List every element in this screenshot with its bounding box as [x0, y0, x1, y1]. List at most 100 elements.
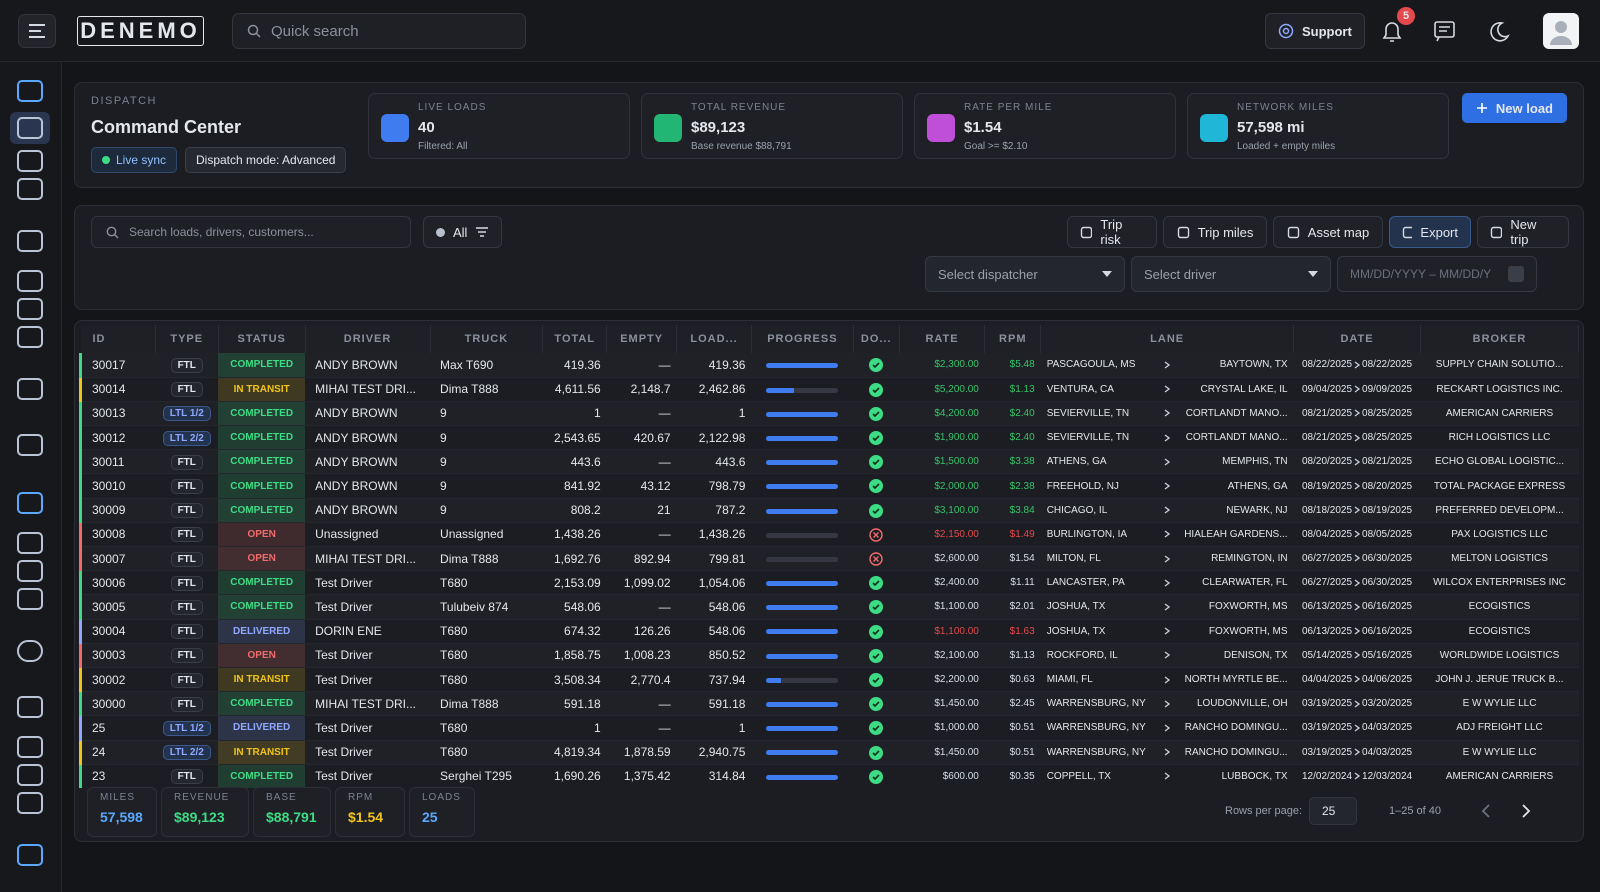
broker: PREFERRED DEVELOPM... — [1435, 504, 1564, 516]
rate-cell: $1,100.00 — [899, 594, 985, 620]
status-cell: DELIVERED — [218, 715, 306, 741]
rpm-cell: $1.13 — [984, 377, 1041, 402]
load-row[interactable]: 30012 LTL 2/2 COMPLETED ANDY BROWN 9 2,543.65… — [79, 425, 1579, 451]
load-row[interactable]: 30013 LTL 1/2 COMPLETED ANDY BROWN 9 1 — 1 $4,20… — [79, 401, 1579, 427]
nav-icon[interactable] — [17, 230, 43, 252]
nav-icon[interactable] — [17, 844, 43, 866]
chevron-path — [1164, 434, 1171, 442]
avatar[interactable] — [1543, 13, 1579, 49]
messages-button[interactable] — [1432, 19, 1458, 45]
select[interactable]: Select dispatcher — [925, 256, 1125, 292]
action-button[interactable]: New trip — [1477, 216, 1569, 248]
end-date: 08/21/2025 — [1362, 456, 1413, 468]
load-row[interactable]: 30017 FTL COMPLETED ANDY BROWN Max T690 419.3… — [79, 353, 1579, 378]
check — [872, 580, 880, 587]
new-load-button[interactable]: New load — [1461, 93, 1567, 123]
docs-cell — [853, 715, 900, 741]
action-button[interactable]: Asset map — [1273, 216, 1383, 248]
chevron — [1164, 675, 1171, 684]
driver: DORIN ENE — [315, 624, 382, 639]
nav-icon[interactable] — [17, 792, 43, 814]
column-header: LOAD... — [676, 325, 752, 353]
nav-icon[interactable] — [17, 492, 43, 514]
prev-page[interactable] — [1477, 801, 1495, 821]
progress-track — [766, 484, 839, 490]
load-row[interactable]: 30006 FTL COMPLETED Test Driver T680 2,153.09… — [79, 570, 1579, 596]
action-button[interactable]: Trip risk — [1067, 216, 1157, 248]
footer-stat: BASE $88,791 — [253, 787, 331, 837]
total-cell: 3,508.34 — [542, 667, 607, 693]
start-date: 05/14/2025 — [1301, 649, 1353, 661]
support-button[interactable]: Support — [1265, 13, 1365, 49]
logo[interactable]: DENEMO — [77, 16, 204, 46]
load-row[interactable]: 30002 FTL IN TRANSIT Test Driver T680 3,508.3… — [79, 667, 1579, 693]
action-button[interactable]: Export — [1389, 216, 1471, 248]
chevron — [1164, 603, 1171, 611]
nav-icon[interactable] — [17, 298, 43, 320]
select[interactable]: Select driver — [1131, 256, 1331, 292]
column-header: LANE — [1040, 325, 1295, 353]
check — [872, 725, 880, 732]
load-row[interactable]: 30003 FTL OPEN Test Driver T680 1,858.75 1,008… — [79, 643, 1579, 668]
mode-badge[interactable]: Dispatch mode: Advanced — [185, 147, 347, 173]
load-row[interactable]: 30014 FTL IN TRANSIT MIHAI TEST DRI... Dima … — [79, 377, 1579, 402]
nav-icon[interactable] — [17, 326, 43, 348]
lane-cell: COPPELL, TX LUBBOCK, TX — [1040, 764, 1294, 788]
load-row[interactable]: 30007 FTL OPEN MIHAI TEST DRI... Dima T888 1,… — [79, 546, 1579, 572]
rpm-cell: $2.40 — [984, 401, 1041, 427]
stat-label: RPM — [348, 792, 374, 803]
rate: $3,100.00 — [934, 504, 979, 516]
nav-icon[interactable] — [17, 378, 43, 400]
load-row[interactable]: 30011 FTL COMPLETED ANDY BROWN 9 443.6 — 443.6 $… — [79, 449, 1579, 475]
nav-icon[interactable] — [17, 178, 43, 200]
end-date: 04/06/2025 — [1362, 674, 1413, 686]
rows-per-page-select[interactable]: 25 — [1309, 797, 1357, 825]
load-row[interactable]: 30009 FTL COMPLETED ANDY BROWN 9 808.2 21 787.2… — [79, 498, 1579, 523]
nav-icon[interactable] — [17, 696, 43, 718]
nav-icon[interactable] — [17, 560, 43, 582]
nav-icon[interactable] — [17, 150, 43, 172]
chevron-path — [1354, 361, 1361, 369]
top-bar: DENEMO Quick search Support 5 — [0, 0, 1600, 62]
load-row[interactable]: 30005 FTL COMPLETED Test Driver Tulubeiv 874… — [79, 594, 1579, 620]
date-range[interactable]: MM/DD/YYYY – MM/DD/Y — [1337, 256, 1537, 292]
lane: MIAMI, FL NORTH MYRTLE BE... — [1047, 674, 1288, 685]
theme-toggle[interactable] — [1485, 19, 1511, 45]
load-row[interactable]: 30010 FTL COMPLETED ANDY BROWN 9 841.92 43.12 7… — [79, 473, 1579, 499]
load-row[interactable]: 24 LTL 2/2 IN TRANSIT Test Driver T680 4,819.… — [79, 740, 1579, 765]
origin: FREEHOLD, NJ — [1046, 480, 1119, 492]
progress-cell — [751, 667, 854, 693]
quick-search[interactable]: Quick search — [232, 13, 526, 49]
destination: CRYSTAL LAKE, IL — [1200, 383, 1288, 395]
date-cell: 06/13/2025 06/16/2025 — [1293, 594, 1421, 620]
nav-icon[interactable] — [17, 736, 43, 758]
nav-icon[interactable] — [17, 764, 43, 786]
calendar-icon — [1508, 266, 1524, 282]
nav-icon[interactable] — [17, 532, 43, 554]
kpi-note: Base revenue $88,791 — [691, 141, 792, 152]
table-search[interactable]: Search loads, drivers, customers... — [91, 216, 411, 248]
date-cell: 03/19/2025 03/20/2025 — [1293, 691, 1421, 717]
load-id: 30007 — [92, 551, 126, 566]
menu-button[interactable] — [18, 14, 56, 48]
load-row[interactable]: 30000 FTL COMPLETED MIHAI TEST DRI... Dima T… — [79, 691, 1579, 717]
quick-search-placeholder: Quick search — [271, 22, 359, 40]
load-row[interactable]: 30008 FTL OPEN Unassigned Unassigned 1,438.26… — [79, 522, 1579, 548]
nav-icon[interactable] — [17, 117, 43, 139]
status-filter[interactable]: All — [423, 216, 503, 248]
next-page[interactable] — [1517, 801, 1535, 821]
nav-icon[interactable] — [17, 80, 43, 102]
nav-icon[interactable] — [17, 640, 43, 662]
load-row[interactable]: 30004 FTL DELIVERED DORIN ENE T680 674.32 126.… — [79, 619, 1579, 644]
action-button[interactable]: Trip miles — [1163, 216, 1267, 248]
type-cell: FTL — [155, 546, 219, 572]
nav-icon[interactable] — [17, 270, 43, 292]
nav-icon[interactable] — [17, 588, 43, 610]
notifications-button[interactable] — [1378, 18, 1406, 46]
load-row[interactable]: 25 LTL 1/2 DELIVERED Test Driver T680 1 — 1 $1,0… — [79, 715, 1579, 741]
load-row[interactable]: 23 FTL COMPLETED Test Driver Serghei T295 1,6… — [79, 764, 1579, 788]
live-sync-badge[interactable]: Live sync — [91, 147, 178, 173]
nav-icon[interactable] — [17, 434, 43, 456]
empty-miles: — — [658, 599, 671, 614]
notification-badge: 5 — [1397, 7, 1415, 25]
